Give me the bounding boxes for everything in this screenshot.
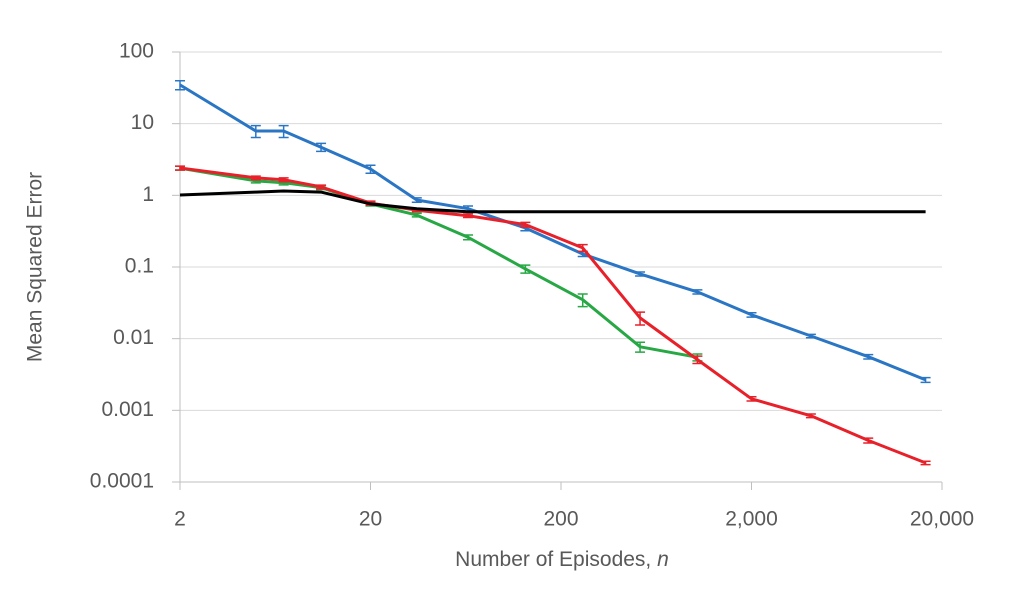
x-tick-label: 2,000: [725, 508, 778, 531]
error-bar: [463, 213, 474, 219]
error-bar: [635, 311, 646, 326]
error-bar: [278, 124, 289, 139]
x-axis-label: Number of Episodes, n: [455, 548, 669, 571]
error-bar: [316, 184, 327, 190]
error-bar: [520, 221, 531, 228]
error-bar: [411, 212, 422, 218]
error-bar: [250, 175, 261, 181]
error-bar: [920, 460, 931, 466]
series-line: [179, 83, 927, 382]
error-bar: [805, 413, 816, 419]
y-tick-label: 1: [142, 183, 154, 206]
y-tick-label: 0.001: [101, 398, 154, 421]
error-bar: [365, 164, 376, 175]
series-line: [179, 189, 926, 214]
error-bar: [577, 243, 588, 253]
error-bar: [692, 289, 703, 295]
error-bar: [411, 197, 422, 204]
error-bar: [805, 333, 816, 339]
x-tick-label: 2: [174, 508, 186, 531]
error-bar: [635, 271, 646, 277]
error-bar: [175, 165, 185, 171]
error-bar: [463, 234, 474, 241]
error-bar: [250, 124, 261, 139]
x-tick-label: 20,000: [910, 508, 974, 531]
error-bar: [746, 311, 757, 318]
error-bar: [520, 264, 531, 274]
y-tick-label: 0.0001: [90, 470, 154, 493]
error-bar: [863, 353, 874, 360]
y-tick-label: 10: [131, 111, 154, 134]
error-bar: [577, 293, 588, 308]
y-tick-label: 100: [119, 40, 154, 63]
series-line: [179, 166, 698, 359]
y-axis-label: Mean Squared Error: [24, 172, 47, 362]
error-bar: [635, 341, 646, 353]
error-bar: [316, 142, 327, 153]
error-bar: [175, 80, 185, 91]
x-tick-label: 200: [543, 508, 578, 531]
error-bar: [278, 177, 289, 183]
x-axis-label-text: Number of Episodes,: [455, 548, 651, 571]
y-tick-label: 0.1: [125, 255, 154, 278]
error-bar: [692, 355, 703, 365]
error-bar: [863, 437, 874, 444]
x-tick-label: 20: [359, 508, 382, 531]
y-tick-label: 0.01: [113, 326, 154, 349]
error-bar: [746, 395, 757, 402]
x-axis-label-var: n: [657, 548, 669, 571]
error-bar: [920, 376, 931, 384]
